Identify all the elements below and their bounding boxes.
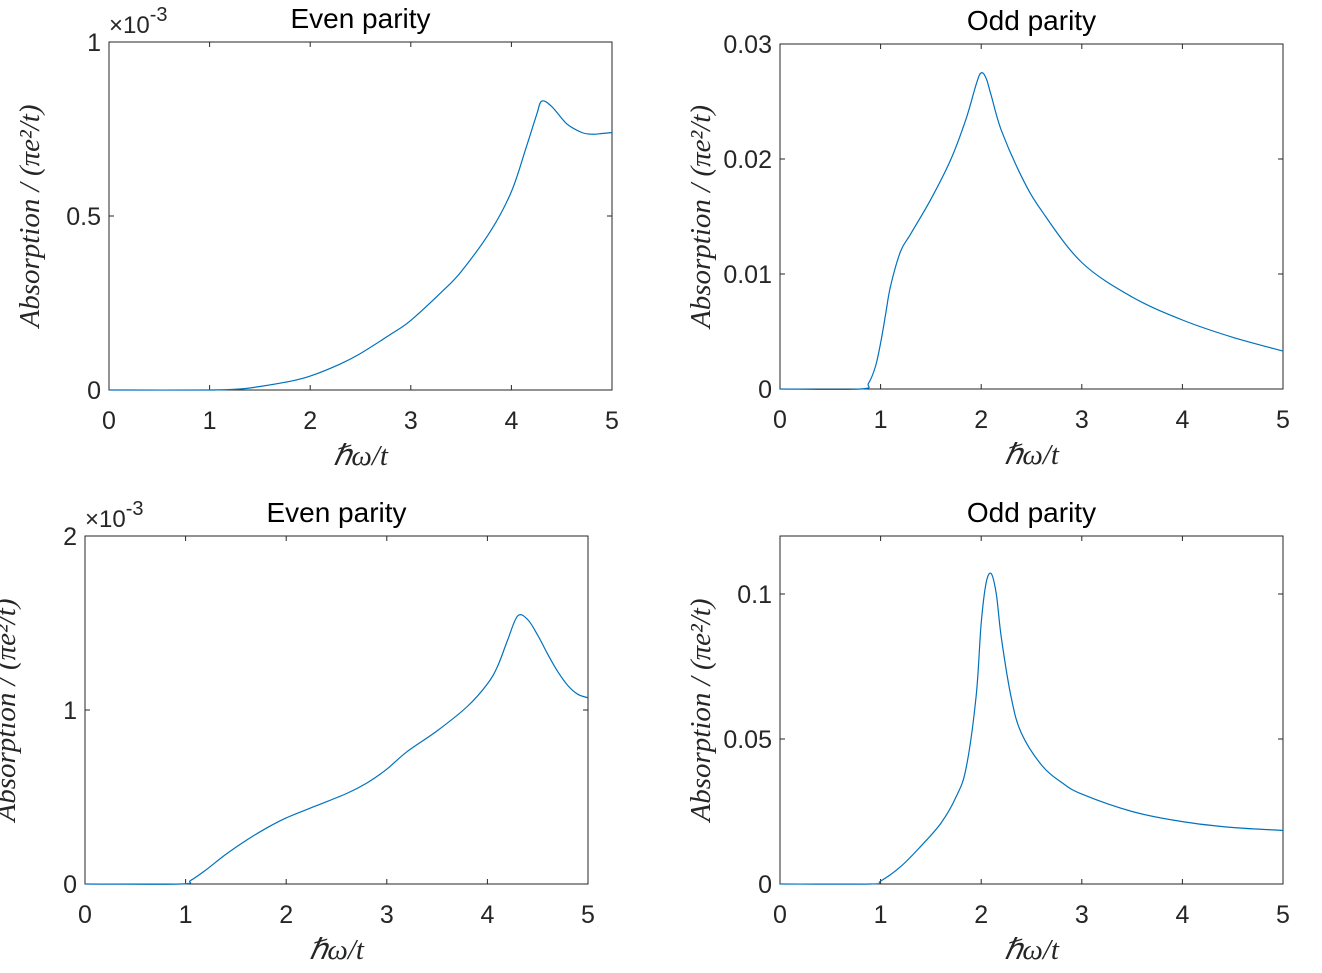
y-tick-label: 0.1 — [737, 581, 772, 609]
exponent-base: ×10 — [85, 506, 126, 533]
x-tick-label: 4 — [480, 901, 494, 929]
series-line-1 — [84, 614, 589, 885]
y-tick-label: 0 — [63, 871, 77, 899]
x-tick-label: 4 — [1175, 901, 1189, 929]
chart-panel-4: 0 1 2 3 4 5 0 0.05 0.1 Odd parity ℏω/t Absorption /… — [685, 497, 1290, 966]
x-tick-label: 3 — [380, 901, 394, 929]
x-tick-label: 3 — [404, 407, 418, 435]
x-tick-label: 3 — [1075, 406, 1089, 434]
y-tick-label: 0.02 — [723, 146, 772, 174]
x-tick-label: 0 — [78, 901, 92, 929]
chart-title: Even parity — [290, 3, 430, 34]
y-tick-label: 0 — [87, 377, 101, 405]
chart-title: Odd parity — [967, 5, 1096, 36]
x-tick-label: 1 — [179, 901, 193, 929]
x-tick-label: 3 — [1075, 901, 1089, 929]
x-tick-label: 5 — [1276, 406, 1290, 434]
series-line-1 — [779, 572, 1284, 885]
x-tick-label: 2 — [974, 901, 988, 929]
chart-title: Even parity — [266, 497, 406, 528]
x-tick-label: 5 — [605, 407, 619, 435]
x-tick-label: 1 — [203, 407, 217, 435]
exponent-base: ×10 — [109, 12, 150, 39]
x-tick-label: 4 — [1175, 406, 1189, 434]
y-axis-label: Absorption / (πe²/t) — [0, 599, 22, 824]
chart-panel-2: 0 1 2 3 4 5 0 0.01 0.02 0.03 Odd parity ℏω/t Absorpt… — [685, 5, 1290, 471]
plot-frame — [108, 41, 613, 391]
y-tick-label: 1 — [63, 697, 77, 725]
y-tick-label: 0.03 — [723, 31, 772, 59]
x-tick-label: 5 — [581, 901, 595, 929]
y-axis-label: Absorption / (πe²/t) — [685, 599, 717, 824]
chart-title: Odd parity — [967, 497, 1096, 528]
x-tick-label: 2 — [279, 901, 293, 929]
y-axis-label: Absorption / (πe²/t) — [685, 105, 717, 330]
x-axis-label: ℏω/t — [1004, 934, 1060, 966]
plot-frame — [779, 43, 1284, 390]
y-tick-label: 1 — [87, 29, 101, 57]
y-tick-label: 0.05 — [723, 726, 772, 754]
y-tick-label: 2 — [63, 523, 77, 551]
x-axis-label: ℏω/t — [333, 440, 389, 472]
x-tick-label: 1 — [874, 901, 888, 929]
chart-panel-3: 0 1 2 3 4 5 0 1 2 Even parity ×10-3 ℏω/t Absorption … — [0, 497, 595, 966]
exponent-power: -3 — [126, 498, 144, 520]
x-axis-label: ℏω/t — [309, 934, 365, 966]
y-tick-label: 0 — [758, 871, 772, 899]
exponent-power: -3 — [150, 4, 168, 26]
x-tick-label: 0 — [773, 406, 787, 434]
x-tick-label: 2 — [303, 407, 317, 435]
x-tick-label: 0 — [773, 901, 787, 929]
y-tick-label: 0.5 — [66, 203, 101, 231]
x-tick-label: 4 — [504, 407, 518, 435]
series-line-1 — [779, 72, 1284, 391]
x-tick-label: 1 — [874, 406, 888, 434]
y-tick-label: 0 — [758, 376, 772, 404]
x-axis-label: ℏω/t — [1004, 439, 1060, 471]
x-tick-label: 5 — [1276, 901, 1290, 929]
chart-panel-1: 0 1 2 3 4 5 0 0.5 1 Even parity ×10-3 ℏω/t Absorptio… — [14, 3, 619, 472]
series-line-1 — [108, 100, 613, 391]
y-tick-label: 0.01 — [723, 261, 772, 289]
plot-frame — [779, 535, 1284, 885]
x-tick-label: 0 — [102, 407, 116, 435]
y-exponent-label: ×10-3 — [109, 4, 168, 39]
x-tick-label: 2 — [974, 406, 988, 434]
y-axis-label: Absorption / (πe²/t) — [14, 105, 46, 330]
y-exponent-label: ×10-3 — [85, 498, 144, 533]
plot-frame — [84, 535, 589, 885]
